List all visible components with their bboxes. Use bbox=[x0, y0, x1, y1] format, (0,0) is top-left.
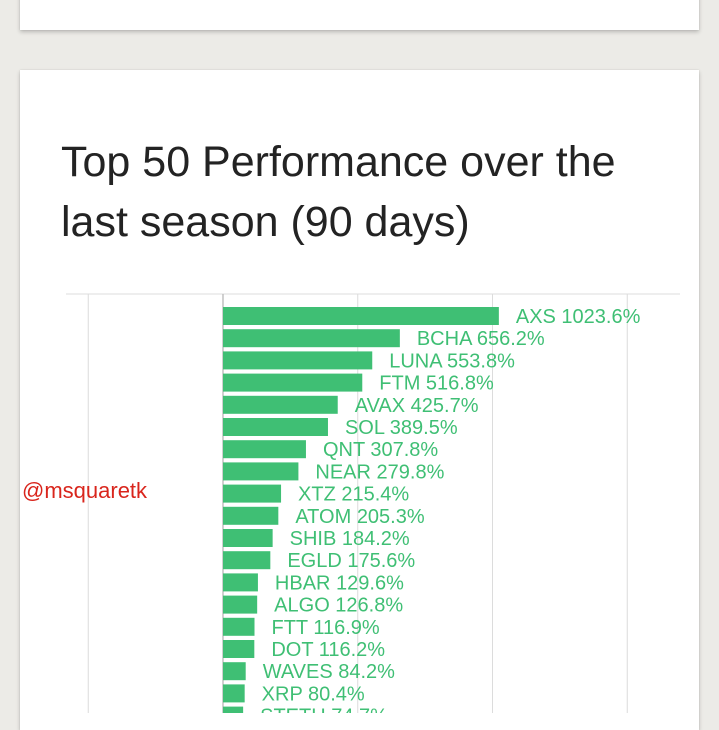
bar-waves bbox=[223, 662, 246, 681]
bar-dot bbox=[223, 640, 255, 658]
chart-title: Top 50 Performance over the last season … bbox=[61, 138, 616, 246]
data-label-shib: SHIB 184.2% bbox=[290, 528, 410, 550]
bar-sol bbox=[223, 418, 328, 436]
data-label-dot: DOT 116.2% bbox=[271, 639, 385, 661]
data-label-near: NEAR 279.8% bbox=[315, 461, 444, 483]
data-label-ftm: FTM 516.8% bbox=[379, 373, 494, 395]
bar-qnt bbox=[223, 440, 306, 459]
data-label-ftt: FTT 116.9% bbox=[272, 617, 380, 639]
bar-hbar bbox=[223, 573, 258, 592]
data-label-waves: WAVES 84.2% bbox=[263, 661, 395, 683]
data-label-steth: STETH 74.7% bbox=[260, 706, 388, 713]
bar-ftt bbox=[223, 617, 255, 636]
bar-axs bbox=[223, 307, 499, 325]
bar-bcha bbox=[223, 329, 400, 348]
bar-chart: AXS 1023.6%BCHA 656.2%LUNA 553.8%FTM 516… bbox=[66, 293, 680, 713]
data-label-xtz: XTZ 215.4% bbox=[298, 484, 409, 506]
previous-card bbox=[20, 0, 699, 30]
bar-xrp bbox=[223, 684, 245, 703]
data-label-xrp: XRP 80.4% bbox=[262, 683, 365, 705]
data-label-luna: LUNA 553.8% bbox=[389, 350, 515, 372]
bar-luna bbox=[223, 351, 373, 370]
data-label-algo: ALGO 126.8% bbox=[274, 595, 403, 617]
data-label-egld: EGLD 175.6% bbox=[287, 550, 415, 572]
bar-avax bbox=[223, 395, 338, 414]
data-label-sol: SOL 389.5% bbox=[345, 417, 458, 439]
bar-algo bbox=[223, 595, 258, 614]
bar-xtz bbox=[223, 484, 282, 503]
data-label-axs: AXS 1023.6% bbox=[516, 306, 641, 328]
chart-card: Top 50 Performance over the last season … bbox=[20, 70, 699, 730]
bar-egld bbox=[223, 551, 271, 570]
bar-atom bbox=[223, 506, 279, 525]
bar-near bbox=[223, 462, 299, 481]
bar-shib bbox=[223, 529, 273, 547]
bar-steth bbox=[223, 706, 244, 713]
data-label-atom: ATOM 205.3% bbox=[295, 506, 425, 528]
watermark: @msquaretk bbox=[22, 478, 148, 503]
data-label-avax: AVAX 425.7% bbox=[355, 395, 479, 417]
data-label-bcha: BCHA 656.2% bbox=[417, 328, 545, 350]
data-label-qnt: QNT 307.8% bbox=[323, 439, 438, 461]
bar-ftm bbox=[223, 373, 363, 392]
data-label-hbar: HBAR 129.6% bbox=[275, 572, 404, 594]
